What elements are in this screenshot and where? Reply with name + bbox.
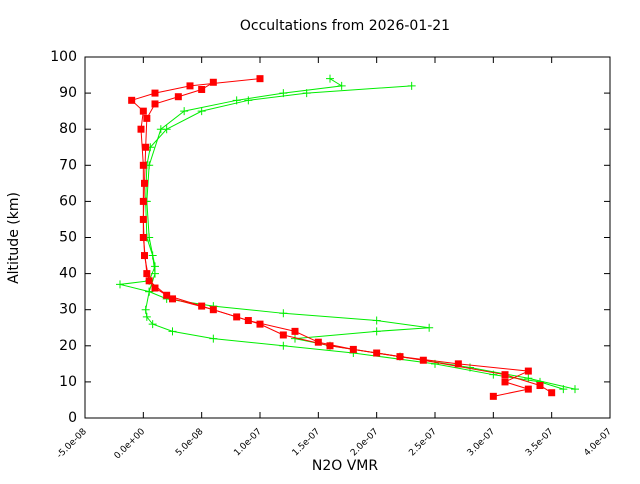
plot-frame <box>84 56 611 419</box>
marker <box>209 78 217 86</box>
chart-title: Occultations from 2026-01-21 <box>240 18 450 34</box>
marker <box>141 179 148 187</box>
y-axis-label: Altitude (km) <box>6 192 22 284</box>
y-tick-label: 80 <box>59 121 77 137</box>
marker <box>501 378 509 386</box>
x-tick-label: 5.0e-08 <box>174 427 206 459</box>
marker <box>232 96 241 105</box>
marker <box>128 96 136 104</box>
marker <box>489 392 497 400</box>
marker <box>148 320 157 329</box>
y-tick-label: 60 <box>59 193 77 209</box>
marker <box>142 312 151 321</box>
marker <box>139 107 147 115</box>
marker <box>372 316 381 325</box>
profile-line <box>119 78 576 390</box>
marker <box>337 81 346 90</box>
marker <box>145 287 154 296</box>
profile-line <box>142 81 552 394</box>
profile-line <box>145 85 564 390</box>
x-axis-label: N2O VMR <box>312 458 379 474</box>
y-tick-label: 100 <box>50 49 77 65</box>
y-tick-label: 90 <box>59 85 77 101</box>
marker <box>279 309 288 318</box>
marker <box>151 89 159 97</box>
marker <box>326 342 334 350</box>
marker <box>151 262 159 271</box>
marker <box>168 327 177 336</box>
marker <box>571 385 579 394</box>
marker <box>156 125 165 134</box>
marker <box>536 382 544 390</box>
x-tick-label: 0.0e+00 <box>113 427 148 462</box>
x-tick-label: 2.0e-07 <box>349 427 381 459</box>
marker <box>151 284 159 292</box>
marker <box>141 252 148 260</box>
y-tick-label: 30 <box>59 302 77 318</box>
marker <box>141 305 150 314</box>
marker <box>372 327 381 336</box>
x-tick-label: 1.5e-07 <box>291 427 323 459</box>
y-tick-label: 0 <box>68 410 77 426</box>
marker <box>291 327 299 335</box>
y-tick-label: 20 <box>59 338 77 354</box>
marker <box>139 234 147 241</box>
x-tick-label: 4.0e-07 <box>582 427 614 459</box>
marker <box>143 114 151 122</box>
marker <box>139 215 147 223</box>
marker <box>186 82 194 90</box>
marker <box>142 143 150 151</box>
marker <box>137 125 145 133</box>
marker <box>116 280 124 289</box>
marker <box>139 161 147 169</box>
marker <box>407 81 416 90</box>
marker <box>326 74 334 83</box>
marker <box>373 349 381 357</box>
marker <box>198 302 206 310</box>
marker <box>143 270 151 278</box>
marker <box>314 338 322 346</box>
y-tick-label: 40 <box>59 266 77 282</box>
x-tick-label: 1.0e-07 <box>232 427 264 459</box>
marker <box>151 100 159 108</box>
marker <box>279 331 287 339</box>
marker <box>145 277 153 285</box>
x-tick-label: 3.5e-07 <box>524 427 556 459</box>
marker <box>501 371 509 379</box>
x-tick-label: 2.5e-07 <box>407 427 439 459</box>
y-tick-label: 10 <box>59 374 77 390</box>
y-tick-label: 70 <box>59 157 77 173</box>
marker <box>163 291 171 299</box>
marker <box>174 93 182 101</box>
marker <box>197 107 206 116</box>
marker <box>256 75 264 83</box>
marker <box>454 360 462 368</box>
marker <box>524 385 532 393</box>
marker <box>233 313 241 321</box>
marker <box>279 341 288 350</box>
marker <box>244 96 253 105</box>
marker <box>279 89 288 98</box>
x-tick-label: 3.0e-07 <box>466 427 498 459</box>
marker <box>425 323 434 332</box>
marker <box>198 85 206 93</box>
x-tick-label: -5.0e-08 <box>55 427 89 461</box>
y-tick-label: 50 <box>59 230 77 246</box>
marker <box>524 367 532 375</box>
marker <box>524 374 533 383</box>
marker <box>209 334 218 343</box>
marker <box>139 197 147 205</box>
marker <box>169 295 176 303</box>
marker <box>180 107 189 116</box>
marker <box>548 389 556 397</box>
marker <box>256 320 264 328</box>
marker <box>419 356 427 364</box>
